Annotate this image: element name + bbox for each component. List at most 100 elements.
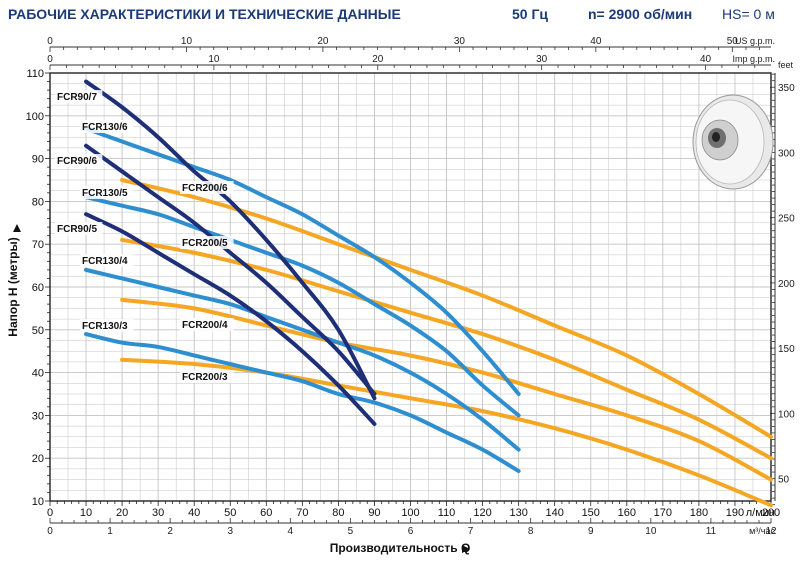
- series-label-bg: [80, 319, 134, 332]
- x-tick-label: 50: [224, 507, 236, 519]
- m3h-tick-label: 4: [288, 526, 294, 537]
- x-tick-label: 10: [80, 507, 92, 519]
- m3h-tick-label: 1: [107, 526, 113, 537]
- feet-tick-label: 350: [778, 83, 795, 94]
- m3h-tick-label: 6: [408, 526, 414, 537]
- x-tick-label: 140: [546, 507, 564, 519]
- series-line-fcr200-5: [120, 237, 773, 461]
- x-tick-label: 20: [116, 507, 128, 519]
- series-label-bg: [55, 90, 103, 103]
- series-label-bg: [80, 254, 134, 267]
- x-tick-label: 120: [473, 507, 491, 519]
- m3h-tick-label: 0: [47, 526, 53, 537]
- series-line-fcr90-6: [84, 143, 377, 396]
- m3h-tick-label: 8: [528, 526, 534, 537]
- m3h-tick-label: 12: [765, 526, 777, 537]
- imp-gpm-tick-label: 30: [536, 54, 548, 65]
- series-line-fcr200-3: [120, 357, 773, 508]
- feet-tick-label: 200: [778, 279, 795, 290]
- imp-gpm-tick-label: 0: [47, 54, 53, 65]
- x-tick-label: 200: [762, 507, 780, 519]
- m3h-tick-label: 7: [468, 526, 474, 537]
- imp-gpm-tick-label: 10: [208, 54, 220, 65]
- x-tick-label: 110: [438, 507, 456, 519]
- us-gpm-tick-label: 30: [454, 36, 466, 47]
- y-tick-label: 110: [26, 68, 44, 80]
- y-tick-label: 80: [32, 196, 44, 208]
- x-tick-label: 80: [332, 507, 344, 519]
- feet-tick-label: 50: [778, 475, 790, 486]
- series-label-fcr200-4: FCR200/4: [182, 320, 228, 331]
- x-tick-label: 70: [296, 507, 308, 519]
- imp-gpm-tick-label: 40: [700, 54, 712, 65]
- series-label-bg: [180, 318, 234, 331]
- suction-height-label: HS= 0 м: [722, 6, 775, 22]
- feet-tick-label: 300: [778, 148, 795, 159]
- y-tick-label: 30: [32, 410, 44, 422]
- x-tick-label: 90: [368, 507, 380, 519]
- series-line-fcr130-4: [84, 267, 521, 452]
- series-label-bg: [55, 154, 103, 167]
- y-tick-label: 70: [32, 239, 44, 251]
- us-gpm-tick-label: 40: [590, 36, 602, 47]
- series-line-fcr130-3: [84, 332, 521, 474]
- series-label-fcr130-6: FCR130/6: [82, 122, 128, 133]
- us-gpm-tick-label: 0: [47, 36, 53, 47]
- us-gpm-tick-label: 10: [181, 36, 193, 47]
- imp-gpm-unit: Imp g.p.m.: [732, 54, 775, 64]
- m3h-tick-label: 11: [706, 526, 717, 537]
- feet-unit: feet: [778, 60, 794, 70]
- series-label-bg: [180, 181, 234, 194]
- feet-tick-label: 100: [778, 409, 795, 420]
- y-tick-label: 100: [26, 111, 44, 123]
- plot-frame: [49, 72, 772, 502]
- speed-label: n= 2900 об/мин: [588, 6, 693, 22]
- series-label-fcr200-5: FCR200/5: [182, 238, 228, 249]
- us-gpm-tick-label: 20: [317, 36, 329, 47]
- x-tick-label: 150: [582, 507, 600, 519]
- series-line-fcr130-6: [84, 126, 521, 396]
- x-tick-label: 100: [401, 507, 419, 519]
- m3h-unit: м³/час: [749, 526, 775, 536]
- m3h-tick-label: 5: [348, 526, 354, 537]
- y-tick-label: 40: [32, 368, 44, 380]
- y-tick-label: 50: [32, 325, 44, 337]
- m3h-tick-label: 3: [227, 526, 233, 537]
- series-label-bg: [180, 370, 234, 383]
- series-label-bg: [80, 120, 134, 133]
- frequency-label: 50 Гц: [512, 6, 549, 22]
- y-axis-title: Напор H (метры): [6, 237, 20, 336]
- impeller-image: [692, 94, 774, 190]
- feet-tick-label: 150: [778, 344, 795, 355]
- y-tick-label: 10: [32, 496, 44, 508]
- x-tick-label: 180: [690, 507, 708, 519]
- series-label-fcr200-3: FCR200/3: [182, 372, 228, 383]
- x-tick-label: 30: [152, 507, 164, 519]
- x-tick-label: 60: [260, 507, 272, 519]
- series-label-fcr130-4: FCR130/4: [82, 256, 128, 267]
- m3h-tick-label: 2: [167, 526, 173, 537]
- series-line-fcr200-4: [120, 297, 773, 482]
- series-label-fcr130-3: FCR130/3: [82, 321, 128, 332]
- series-label-fcr90-7: FCR90/7: [57, 92, 97, 103]
- x-tick-label: 40: [188, 507, 200, 519]
- x-tick-label: 170: [654, 507, 672, 519]
- x-tick-label: 0: [47, 507, 53, 519]
- x-tick-label: 160: [618, 507, 636, 519]
- series-line-fcr90-5: [84, 212, 377, 426]
- series-line-fcr130-5: [84, 195, 521, 418]
- series-label-fcr90-6: FCR90/6: [57, 156, 97, 167]
- series-label-fcr200-6: FCR200/6: [182, 183, 228, 194]
- imp-gpm-tick-label: 20: [372, 54, 384, 65]
- y-tick-label: 60: [32, 282, 44, 294]
- x-axis-title: Производительность Q: [330, 541, 471, 555]
- x-axis-arrow-icon: [462, 545, 470, 553]
- y-tick-label: 20: [32, 453, 44, 465]
- feet-tick-label: 250: [778, 214, 795, 225]
- m3h-tick-label: 10: [645, 526, 657, 537]
- series-label-bg: [55, 222, 103, 235]
- x-tick-label: 130: [509, 507, 527, 519]
- series-label-fcr90-5: FCR90/5: [57, 224, 97, 235]
- x-unit-label: л/мин: [746, 507, 775, 519]
